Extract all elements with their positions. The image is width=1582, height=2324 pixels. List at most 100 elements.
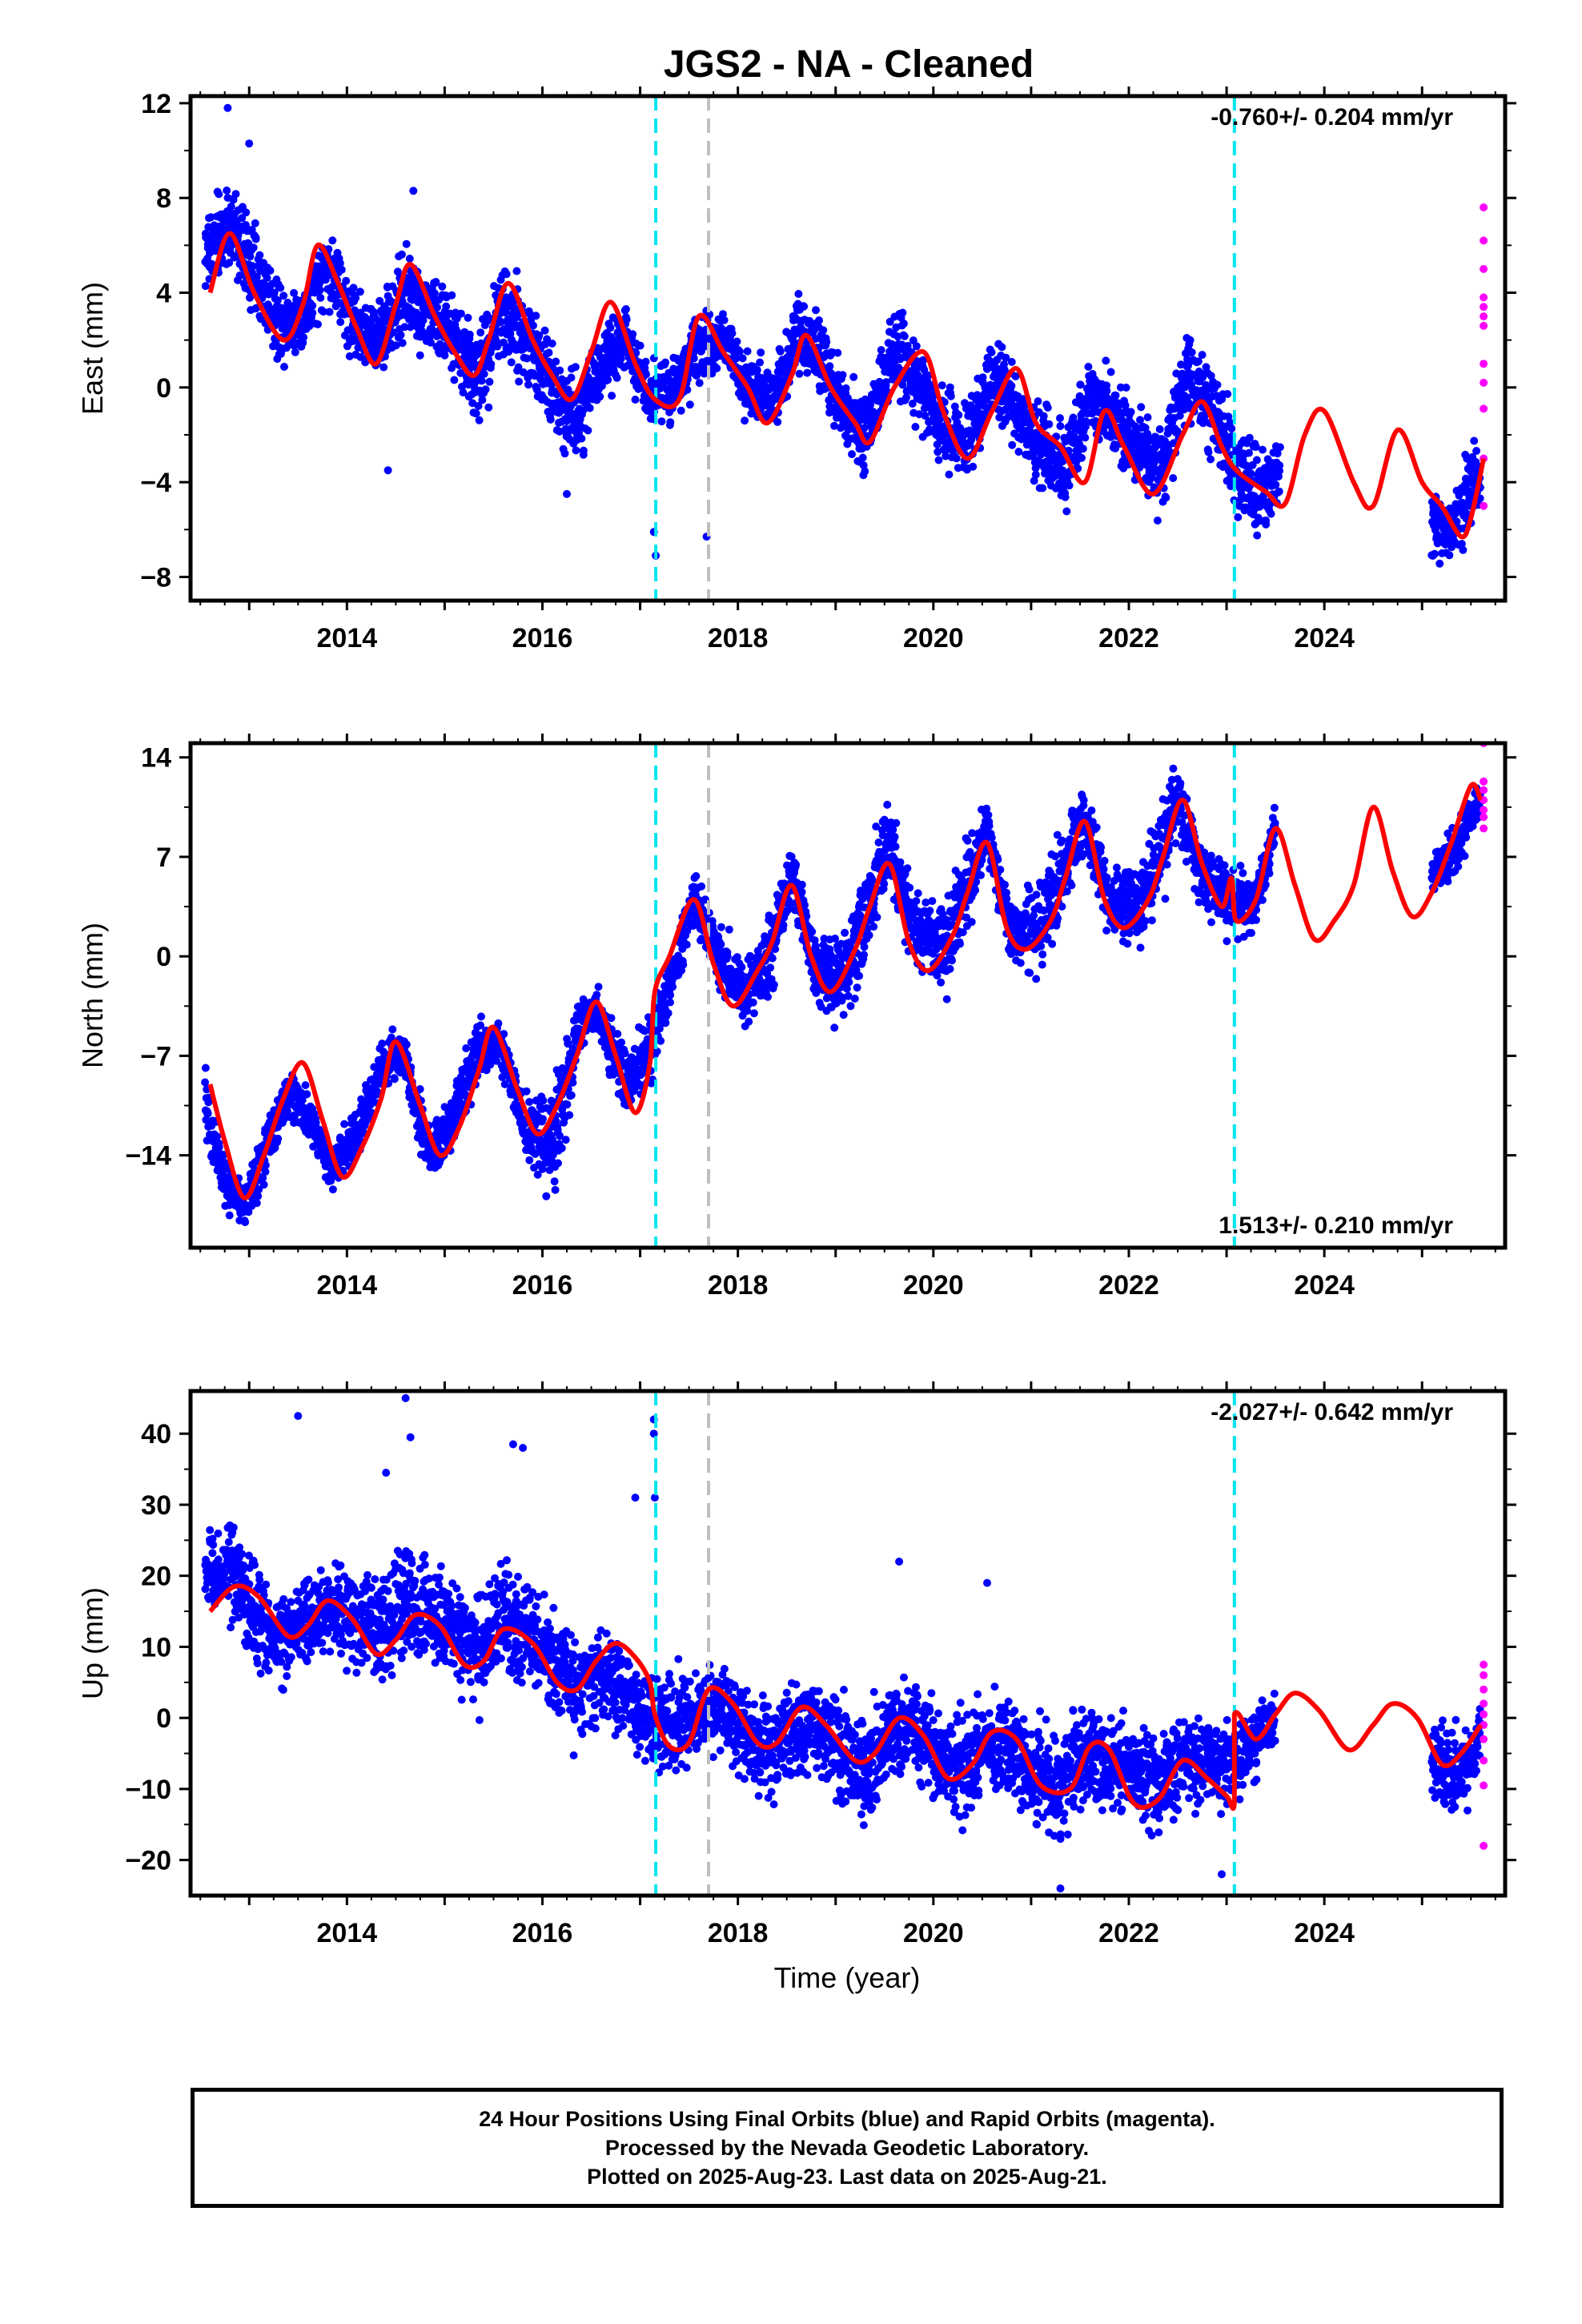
final-orbit-point [812, 306, 820, 315]
final-orbit-point [248, 262, 257, 271]
final-orbit-point [1445, 551, 1454, 560]
final-orbit-point [475, 416, 484, 424]
final-orbit-point [378, 1039, 387, 1048]
final-orbit-point [412, 316, 420, 325]
final-orbit-point [1031, 470, 1040, 479]
final-orbit-point [911, 423, 920, 431]
final-orbit-point [1472, 447, 1481, 455]
final-orbit-point [507, 358, 516, 367]
final-orbit-point [456, 368, 465, 377]
final-orbit-point [1084, 363, 1093, 371]
final-orbit-point [397, 250, 406, 259]
final-orbit-point [1271, 480, 1280, 489]
final-orbit-point [642, 370, 650, 379]
final-orbit-point [585, 404, 594, 412]
rapid-orbit-point [1480, 378, 1488, 387]
final-orbit-point [1198, 351, 1207, 360]
final-orbit-point [743, 347, 752, 356]
final-orbit-point [677, 406, 685, 415]
final-orbit-point [259, 1173, 267, 1182]
final-orbit-point [535, 331, 544, 340]
final-orbit-point [246, 252, 255, 261]
rapid-orbit-point [1480, 321, 1488, 330]
final-orbit-point [478, 396, 487, 404]
final-orbit-point [274, 1134, 283, 1143]
final-orbit-point [231, 190, 240, 199]
final-orbit-point [756, 358, 765, 367]
final-orbit-point [375, 296, 384, 305]
final-orbit-point [225, 259, 234, 267]
final-orbit-point [398, 339, 407, 348]
final-orbit-point [552, 357, 560, 366]
final-orbit-point [616, 354, 625, 363]
final-orbit-point [1147, 472, 1156, 481]
final-orbit-point [440, 351, 449, 360]
final-orbit-point [283, 1107, 291, 1116]
y-tick-label: −8 [140, 562, 171, 593]
final-orbit-point [908, 400, 917, 408]
outlier-point [563, 489, 571, 498]
final-orbit-point [215, 1143, 223, 1152]
final-orbit-point [713, 364, 721, 372]
final-orbit-point [276, 283, 285, 292]
final-orbit-point [622, 316, 631, 324]
final-orbit-point [1078, 453, 1086, 462]
final-orbit-point [254, 1192, 263, 1200]
final-orbit-point [733, 337, 741, 346]
final-orbit-point [969, 462, 978, 471]
final-orbit-point [235, 271, 244, 279]
final-orbit-point [301, 1081, 310, 1090]
final-orbit-points [201, 764, 1279, 1227]
final-orbit-point [379, 363, 388, 372]
final-orbit-point [219, 1150, 228, 1159]
final-orbit-point [1106, 368, 1115, 376]
final-orbit-point [1002, 353, 1010, 362]
final-orbit-point [612, 373, 621, 382]
final-orbit-point [945, 470, 954, 479]
chart-title: JGS2 - NA - Cleaned [664, 43, 1034, 86]
final-orbit-point [207, 213, 215, 222]
final-orbit-point [1081, 433, 1090, 442]
final-orbit-point [934, 456, 943, 464]
final-orbit-point [391, 341, 400, 350]
final-orbit-point [560, 449, 569, 458]
final-orbit-point [657, 417, 666, 426]
final-orbit-point [795, 369, 804, 378]
final-orbit-point [503, 304, 512, 312]
final-orbit-point [255, 1185, 263, 1194]
final-orbit-point [738, 354, 747, 363]
final-orbit-point [841, 384, 850, 392]
final-orbit-point [496, 317, 505, 326]
final-orbit-point [1431, 549, 1439, 558]
final-orbit-point [920, 365, 929, 374]
y-tick-label: 0 [156, 373, 171, 404]
final-orbit-point [1245, 448, 1253, 457]
final-orbit-point [213, 1132, 222, 1141]
final-orbit-point [828, 371, 837, 379]
final-orbit-point [912, 342, 921, 351]
final-orbit-point [480, 370, 488, 378]
final-orbit-point [427, 338, 435, 347]
final-orbit-point [1252, 456, 1261, 464]
final-orbit-point [342, 276, 351, 285]
final-orbit-point [693, 372, 701, 380]
final-orbit-point [998, 343, 1006, 352]
final-orbit-point [500, 338, 508, 347]
final-orbit-point [416, 351, 424, 360]
final-orbit-point [803, 368, 812, 377]
final-orbit-point [291, 348, 299, 356]
final-orbit-point [858, 453, 867, 462]
final-orbit-point [1155, 425, 1164, 433]
plot-frame [188, 94, 1508, 603]
y-tick-label: −4 [140, 468, 171, 498]
final-orbit-point [280, 363, 288, 371]
final-orbit-point [259, 1180, 268, 1189]
final-orbit-point [1102, 356, 1110, 365]
final-orbit-point [540, 326, 549, 335]
final-orbit-point [515, 377, 524, 386]
final-orbit-point [476, 328, 485, 337]
final-orbit-point [438, 282, 447, 291]
final-orbit-point [833, 348, 842, 357]
